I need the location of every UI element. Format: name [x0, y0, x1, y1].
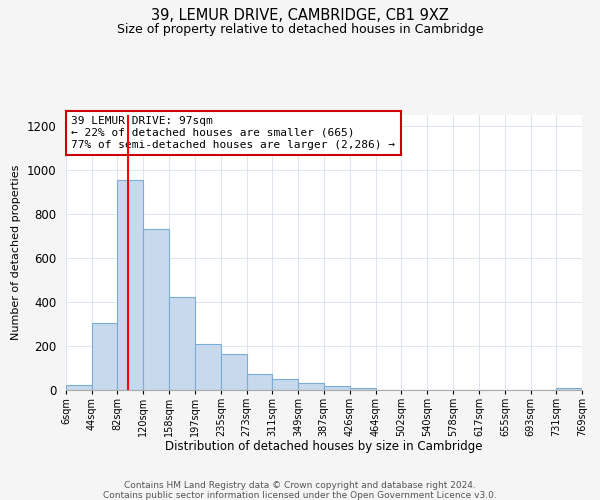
- Y-axis label: Number of detached properties: Number of detached properties: [11, 165, 21, 340]
- Bar: [350, 388, 376, 390]
- Bar: [66, 385, 92, 390]
- Text: Size of property relative to detached houses in Cambridge: Size of property relative to detached ho…: [117, 22, 483, 36]
- Bar: [143, 230, 169, 390]
- Bar: [247, 374, 272, 390]
- Text: Contains public sector information licensed under the Open Government Licence v3: Contains public sector information licen…: [103, 491, 497, 500]
- Bar: [556, 388, 582, 390]
- Bar: [221, 354, 247, 390]
- Bar: [118, 180, 143, 390]
- Bar: [323, 386, 350, 390]
- Bar: [272, 380, 298, 390]
- Bar: [298, 382, 323, 390]
- Text: Contains HM Land Registry data © Crown copyright and database right 2024.: Contains HM Land Registry data © Crown c…: [124, 481, 476, 490]
- Text: Distribution of detached houses by size in Cambridge: Distribution of detached houses by size …: [165, 440, 483, 453]
- Text: 39, LEMUR DRIVE, CAMBRIDGE, CB1 9XZ: 39, LEMUR DRIVE, CAMBRIDGE, CB1 9XZ: [151, 8, 449, 22]
- Bar: [169, 296, 195, 390]
- Text: 39 LEMUR DRIVE: 97sqm
← 22% of detached houses are smaller (665)
77% of semi-det: 39 LEMUR DRIVE: 97sqm ← 22% of detached …: [71, 116, 395, 150]
- Bar: [195, 344, 221, 390]
- Bar: [92, 323, 118, 390]
